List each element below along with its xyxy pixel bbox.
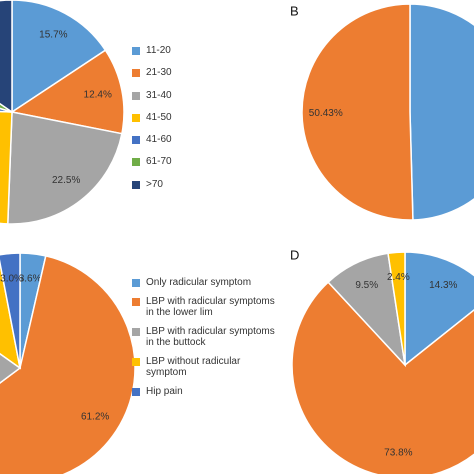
legend: 11-20 21-30 31-40 41-50 41-60 61-70 >70: [132, 45, 282, 201]
panel-label: D: [290, 247, 299, 262]
legend-swatch: [132, 358, 140, 366]
legend-entry: >70: [132, 179, 282, 190]
data-label: 9.5%: [355, 280, 378, 291]
legend-entry: 61-70: [132, 156, 282, 167]
data-label: 12.4%: [84, 90, 112, 101]
legend-swatch: [132, 328, 140, 336]
pie-slice: [0, 255, 136, 474]
pie-slice: [387, 251, 406, 366]
data-label: 2.4%: [387, 272, 410, 283]
pie-slice: [10, 49, 125, 135]
legend-entry: Hip pain: [132, 386, 282, 397]
data-label: 14.3%: [429, 280, 457, 291]
legend-label: Hip pain: [146, 386, 183, 397]
pie-slice: [291, 281, 474, 474]
legend-swatch: [132, 388, 140, 396]
pie-slice: [301, 3, 414, 221]
legend-entry: LBP with radicular symptoms in the lower…: [132, 296, 282, 318]
legend: Only radicular symptom LBP with radicular…: [132, 277, 282, 405]
data-label: 22.5%: [52, 175, 80, 186]
legend-swatch: [132, 136, 140, 145]
legend-swatch: [132, 180, 140, 189]
panel-label: B: [290, 3, 299, 18]
legend-entry: 31-40: [132, 90, 282, 101]
legend-label: 61-70: [146, 156, 172, 168]
legend-label: 41-60: [146, 134, 172, 146]
pie-slice: [409, 3, 474, 221]
data-label: 61.2%: [81, 412, 109, 423]
data-label: 15.7%: [39, 30, 67, 41]
legend-swatch: [132, 113, 140, 122]
legend-label: LBP without radicular symptom: [146, 356, 241, 378]
legend-entry: Only radicular symptom: [132, 277, 282, 288]
legend-label: 21-30: [146, 67, 172, 79]
legend-swatch: [132, 47, 140, 55]
legend-label: 31-40: [146, 89, 172, 101]
legend-label: 11-20: [146, 45, 171, 56]
data-label: 3.6%: [19, 274, 42, 285]
legend-label: Only radicular symptom: [146, 277, 252, 288]
pie-slice: [0, 352, 22, 384]
legend-label: LBP with radicular symptoms in the lower…: [146, 296, 275, 318]
data-label: 73.8%: [384, 448, 412, 459]
legend-swatch: [132, 91, 140, 100]
legend-swatch: [132, 158, 140, 167]
pie-slice: [0, 252, 21, 369]
legend-swatch: [132, 279, 140, 287]
data-label: 50.43%: [309, 108, 343, 119]
legend-label: 41-50: [146, 111, 172, 123]
legend-swatch: [132, 298, 140, 306]
legend-entry: 41-50: [132, 112, 282, 123]
legend-entry: 21-30: [132, 67, 282, 78]
legend-entry: LBP without radicular symptom: [132, 356, 282, 378]
legend-label: >70: [146, 178, 163, 190]
pie-slice: [0, 110, 13, 225]
pie-slice: [0, 0, 13, 114]
legend-entry: 11-20: [132, 45, 282, 56]
legend-label: LBP with radicular symptoms in the butto…: [146, 326, 275, 348]
pie-slice: [11, 0, 107, 114]
legend-swatch: [132, 69, 140, 78]
data-label: 3.0%: [0, 273, 23, 284]
legend-entry: 41-60: [132, 134, 282, 145]
pie-slice: [404, 251, 474, 367]
pie-slice: [7, 111, 123, 225]
legend-entry: LBP with radicular symptoms in the butto…: [132, 326, 282, 348]
